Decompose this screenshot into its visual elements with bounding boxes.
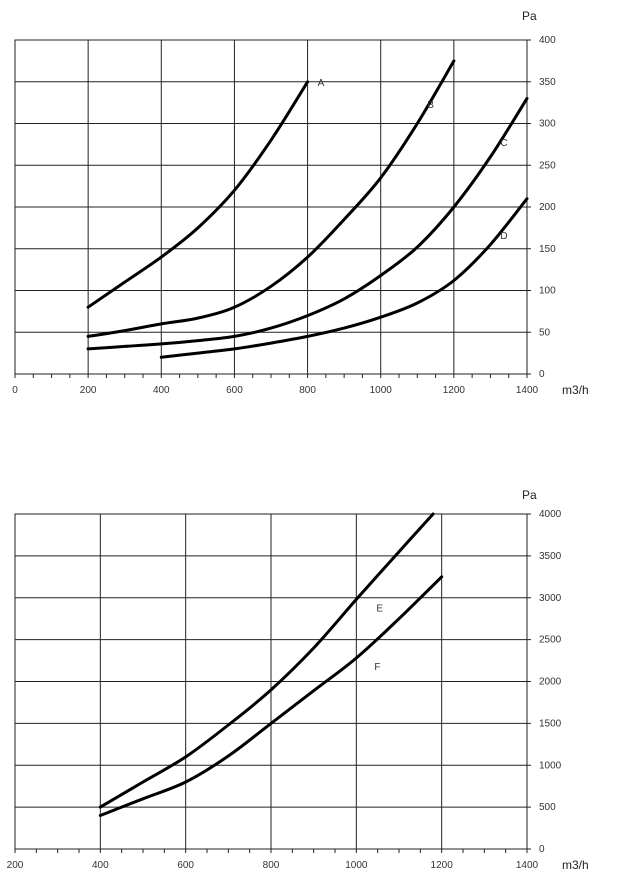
y-tick-label: 0 [539, 844, 545, 855]
series-line-d [159, 197, 529, 359]
x-axis-unit: m3/h [562, 383, 589, 397]
series-label-f: F [374, 662, 380, 673]
y-tick-label: 1500 [539, 718, 562, 729]
series-label-a: A [318, 78, 325, 89]
y-axis-unit: Pa [522, 488, 537, 502]
y-tick-label: 350 [539, 77, 556, 88]
y-tick-label: 3000 [539, 593, 562, 604]
chart-1: 0 200 400 600 800 1000 1200 1400050100150200250… [12, 9, 588, 397]
y-tick-label: 2500 [539, 635, 562, 646]
x-tick-label: 600 [177, 860, 194, 871]
x-tick-label: 400 [92, 860, 109, 871]
x-tick-label: 1400 [516, 385, 539, 396]
series-line-b [86, 59, 456, 338]
y-tick-label: 1000 [539, 760, 562, 771]
series-line-f [98, 575, 444, 817]
x-tick-label: 1000 [345, 860, 368, 871]
x-tick-label: 600 [226, 385, 243, 396]
x-tick-label: 800 [299, 385, 316, 396]
x-tick-label: 200 [80, 385, 97, 396]
y-tick-label: 250 [539, 160, 556, 171]
x-tick-label: 800 [263, 860, 280, 871]
x-tick-label: 1200 [443, 385, 466, 396]
series-line-e [98, 512, 435, 809]
series-label-b: B [427, 100, 434, 111]
x-tick-label: 200 [7, 860, 24, 871]
x-tick-label: 1400 [516, 860, 539, 871]
y-tick-label: 50 [539, 327, 551, 338]
y-tick-label: 150 [539, 244, 556, 255]
y-tick-label: 2000 [539, 677, 562, 688]
y-tick-label: 200 [539, 202, 556, 213]
y-tick-label: 500 [539, 802, 556, 813]
x-tick-label: 400 [153, 385, 170, 396]
x-tick-label: 1000 [370, 385, 393, 396]
y-axis-unit: Pa [522, 9, 537, 23]
x-axis-unit: m3/h [562, 858, 589, 872]
y-tick-label: 400 [539, 35, 556, 46]
y-tick-label: 4000 [539, 509, 562, 520]
series-label-c: C [500, 138, 507, 149]
y-tick-label: 100 [539, 286, 556, 297]
series-line-c [86, 96, 529, 351]
y-tick-label: 0 [539, 369, 545, 380]
series-line-a [86, 80, 310, 309]
series-label-e: E [376, 603, 383, 614]
x-tick-label: 0 [12, 385, 18, 396]
series-label-d: D [500, 231, 507, 242]
y-tick-label: 300 [539, 119, 556, 130]
y-tick-label: 3500 [539, 551, 562, 562]
x-tick-label: 1200 [431, 860, 454, 871]
